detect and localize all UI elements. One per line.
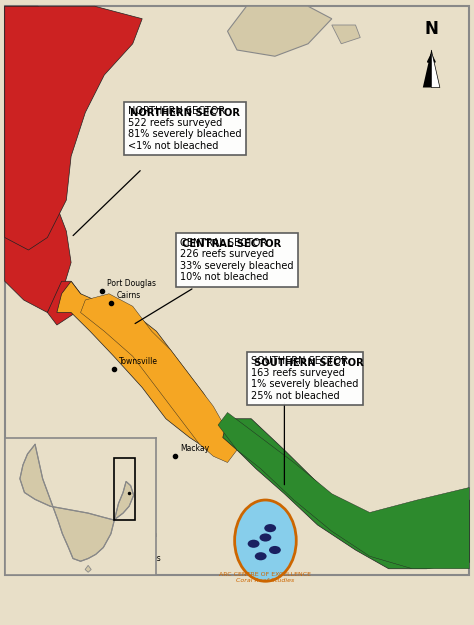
Circle shape (235, 500, 296, 581)
Polygon shape (81, 294, 237, 462)
FancyBboxPatch shape (9, 542, 26, 547)
Text: 300 Miles: 300 Miles (124, 554, 161, 563)
FancyBboxPatch shape (59, 554, 76, 559)
Polygon shape (223, 419, 469, 569)
Text: Mackay: Mackay (180, 444, 209, 453)
FancyBboxPatch shape (76, 542, 92, 547)
Text: 75: 75 (38, 554, 47, 563)
Text: Port Douglas: Port Douglas (107, 279, 155, 288)
Polygon shape (228, 6, 332, 56)
Text: 125: 125 (36, 531, 50, 539)
Text: NORTHERN SECTOR
522 reefs surveyed
81% severely bleached
<1% not bleached: NORTHERN SECTOR 522 reefs surveyed 81% s… (128, 106, 241, 151)
FancyBboxPatch shape (9, 554, 26, 559)
FancyBboxPatch shape (109, 542, 126, 547)
Polygon shape (47, 281, 85, 325)
FancyBboxPatch shape (5, 6, 469, 575)
Polygon shape (5, 6, 85, 312)
Text: Townsville: Townsville (118, 357, 157, 366)
Text: CENTRAL SECTOR
226 reefs surveyed
33% severely bleached
10% not bleached: CENTRAL SECTOR 226 reefs surveyed 33% se… (180, 238, 293, 282)
FancyBboxPatch shape (43, 554, 59, 559)
Text: SOUTHERN SECTOR: SOUTHERN SECTOR (254, 357, 364, 367)
Ellipse shape (259, 533, 271, 541)
Polygon shape (20, 444, 134, 561)
Text: 0: 0 (7, 554, 12, 563)
Polygon shape (218, 412, 469, 569)
Ellipse shape (247, 539, 259, 548)
Text: 150: 150 (69, 554, 83, 563)
FancyBboxPatch shape (59, 542, 76, 547)
Bar (114, 458, 135, 520)
FancyBboxPatch shape (76, 554, 92, 559)
Text: Coral Reef Studies: Coral Reef Studies (237, 578, 294, 583)
Text: SOUTHERN SECTOR
163 reefs surveyed
1% severely bleached
25% not bleached: SOUTHERN SECTOR 163 reefs surveyed 1% se… (251, 356, 359, 401)
FancyBboxPatch shape (26, 554, 43, 559)
Ellipse shape (255, 552, 267, 560)
Text: NORTHERN SECTOR: NORTHERN SECTOR (130, 107, 240, 118)
Ellipse shape (264, 524, 276, 532)
Polygon shape (57, 281, 223, 450)
Text: 500 km: 500 km (128, 531, 156, 539)
FancyBboxPatch shape (126, 542, 142, 547)
Text: Cairns: Cairns (116, 291, 140, 300)
Text: ARC CENTRE OF EXCELLENCE: ARC CENTRE OF EXCELLENCE (219, 572, 311, 577)
Polygon shape (423, 50, 431, 88)
Text: 250: 250 (69, 531, 83, 539)
FancyBboxPatch shape (43, 542, 59, 547)
Polygon shape (431, 50, 440, 88)
FancyBboxPatch shape (109, 554, 126, 559)
FancyBboxPatch shape (92, 542, 109, 547)
Text: N: N (424, 19, 438, 38)
Polygon shape (85, 566, 91, 572)
Ellipse shape (269, 546, 281, 554)
Polygon shape (332, 25, 360, 44)
Polygon shape (5, 6, 142, 250)
FancyBboxPatch shape (26, 542, 43, 547)
Text: CENTRAL SECTOR: CENTRAL SECTOR (182, 239, 282, 249)
FancyBboxPatch shape (92, 554, 109, 559)
Text: 0: 0 (7, 531, 12, 539)
FancyBboxPatch shape (126, 554, 142, 559)
